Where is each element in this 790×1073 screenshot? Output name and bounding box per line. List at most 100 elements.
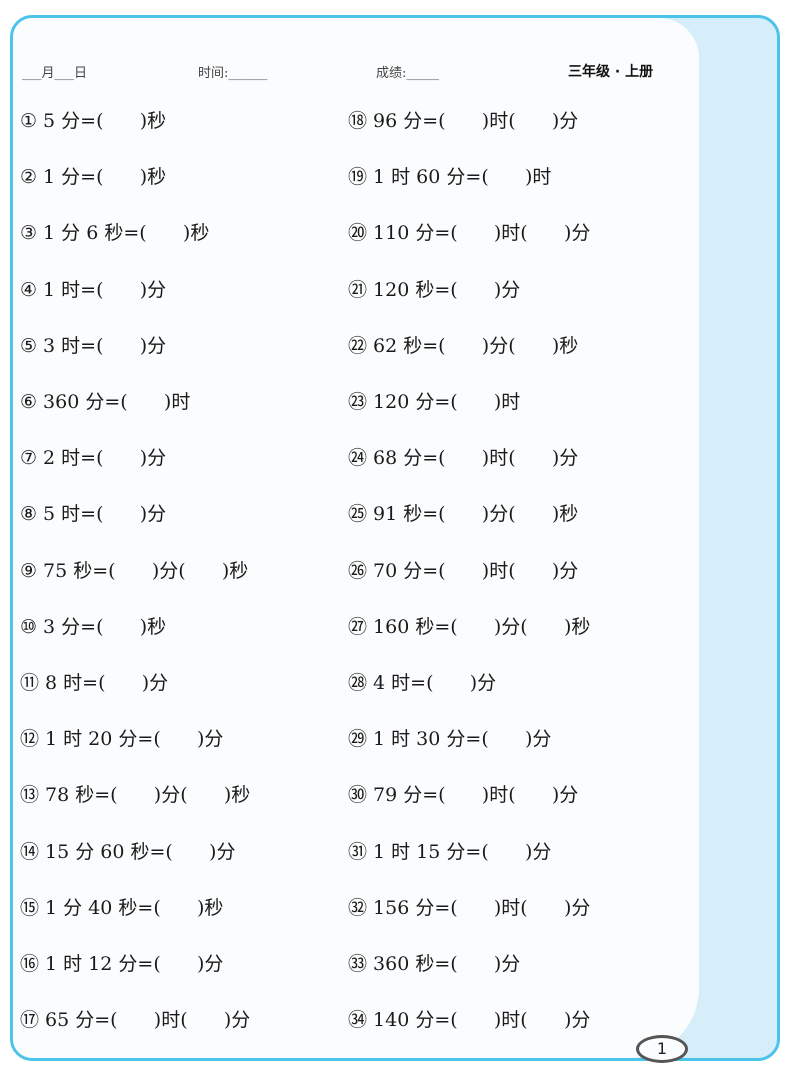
item-question: 2 时=( )分 <box>43 447 167 470</box>
exercise-item: ㉞ 140 分=( )时( )分 <box>348 1005 590 1032</box>
item-question: 1 分=( )秒 <box>43 166 167 189</box>
item-number: ㉜ <box>348 896 368 919</box>
item-question: 78 秒=( )分( )秒 <box>45 784 251 807</box>
item-question: 110 分=( )时( )分 <box>373 222 591 245</box>
item-question: 1 时 15 分=( )分 <box>373 840 552 863</box>
exercise-item: ㉕ 91 秒=( )分( )秒 <box>348 499 578 526</box>
item-number: ㉞ <box>348 1009 368 1032</box>
exercise-item: ㉖ 70 分=( )时( )分 <box>348 556 578 583</box>
item-number: ㉒ <box>348 334 368 357</box>
item-number: ㉕ <box>348 503 368 526</box>
item-number: ② <box>20 166 38 189</box>
item-question: 91 秒=( )分( )秒 <box>373 503 579 526</box>
item-question: 8 时=( )分 <box>45 672 169 694</box>
item-question: 360 秒=( )分 <box>373 953 521 975</box>
item-question: 1 时 12 分=( )分 <box>45 953 224 975</box>
item-number: ⑯ <box>20 953 40 975</box>
item-question: 1 分 6 秒=( )秒 <box>43 222 210 245</box>
exercise-item: ㉝ 360 秒=( )分 <box>348 949 520 976</box>
item-number: ㉚ <box>348 784 368 807</box>
exercise-item: ⑬ 78 秒=( )分( )秒 <box>20 780 250 807</box>
item-number: ㉗ <box>348 615 368 638</box>
item-number: ㉖ <box>348 559 368 582</box>
date-field: ___月___日 <box>22 66 88 81</box>
item-number: ⑩ <box>20 615 38 638</box>
exercise-item: ⑨ 75 秒=( )分( )秒 <box>20 556 248 583</box>
worksheet-paper <box>13 18 699 1058</box>
item-question: 96 分=( )时( )分 <box>373 110 579 132</box>
item-question: 1 时 30 分=( )分 <box>373 728 552 751</box>
exercise-item: ㉑ 120 秒=( )分 <box>348 275 520 302</box>
item-question: 75 秒=( )分( )秒 <box>43 559 249 582</box>
item-question: 62 秒=( )分( )秒 <box>373 334 579 357</box>
exercise-item: ⑥ 360 分=( )时 <box>20 387 190 414</box>
item-number: ⑳ <box>348 222 368 245</box>
item-question: 3 时=( )分 <box>43 334 167 357</box>
item-question: 1 时 60 分=( )时 <box>373 166 552 189</box>
exercise-item: ⑳ 110 分=( )时( )分 <box>348 218 590 245</box>
item-question: 1 时=( )分 <box>43 278 167 301</box>
item-question: 3 分=( )秒 <box>43 615 167 638</box>
item-question: 4 时=( )分 <box>373 672 497 694</box>
page-frame <box>10 15 780 1061</box>
exercise-item: ㉒ 62 秒=( )分( )秒 <box>348 331 578 358</box>
item-number: ⑨ <box>20 559 38 582</box>
item-question: 156 分=( )时( )分 <box>373 896 591 919</box>
item-question: 65 分=( )时( )分 <box>45 1009 251 1032</box>
item-number: ⑧ <box>20 503 38 526</box>
item-number: ㉓ <box>348 391 368 413</box>
item-question: 1 分 40 秒=( )秒 <box>45 896 224 919</box>
item-number: ㉙ <box>348 728 368 751</box>
score-field: 成绩:_____ <box>376 66 439 81</box>
item-number: ⑮ <box>20 896 40 919</box>
item-number: ① <box>20 110 38 132</box>
grade-label: 三年级 · 上册 <box>568 64 654 80</box>
exercise-item: ㉓ 120 分=( )时 <box>348 387 520 414</box>
item-question: 360 分=( )时 <box>43 391 191 413</box>
item-number: ⑱ <box>348 110 368 132</box>
item-number: ⑲ <box>348 166 368 189</box>
item-number: ㉘ <box>348 672 368 694</box>
page-number: 1 <box>636 1035 688 1063</box>
item-question: 70 分=( )时( )分 <box>373 559 579 582</box>
item-number: ③ <box>20 222 38 245</box>
item-question: 160 秒=( )分( )秒 <box>373 615 591 638</box>
item-question: 140 分=( )时( )分 <box>373 1009 591 1032</box>
item-number: ⑰ <box>20 1009 40 1032</box>
exercise-item: ㉜ 156 分=( )时( )分 <box>348 893 590 920</box>
item-number: ㉔ <box>348 447 368 470</box>
time-field: 时间:______ <box>198 66 268 81</box>
item-number: ㉝ <box>348 953 368 975</box>
item-question: 5 时=( )分 <box>43 503 167 526</box>
item-number: ⑦ <box>20 447 38 470</box>
item-number: ⑬ <box>20 784 40 807</box>
item-number: ④ <box>20 278 38 301</box>
item-question: 1 时 20 分=( )分 <box>45 728 224 751</box>
item-number: ⑭ <box>20 840 40 863</box>
exercise-item: ⑱ 96 分=( )时( )分 <box>348 106 578 133</box>
exercise-item: ㉔ 68 分=( )时( )分 <box>348 443 578 470</box>
item-number: ㉛ <box>348 840 368 863</box>
item-number: ⑪ <box>20 672 40 694</box>
exercise-item: ㉚ 79 分=( )时( )分 <box>348 780 578 807</box>
item-question: 5 分=( )秒 <box>43 110 167 132</box>
item-number: ⑫ <box>20 728 40 751</box>
item-number: ⑤ <box>20 334 38 357</box>
item-question: 68 分=( )时( )分 <box>373 447 579 470</box>
item-number: ⑥ <box>20 391 38 413</box>
exercise-item: ⑰ 65 分=( )时( )分 <box>20 1005 250 1032</box>
item-question: 15 分 60 秒=( )分 <box>45 840 236 863</box>
